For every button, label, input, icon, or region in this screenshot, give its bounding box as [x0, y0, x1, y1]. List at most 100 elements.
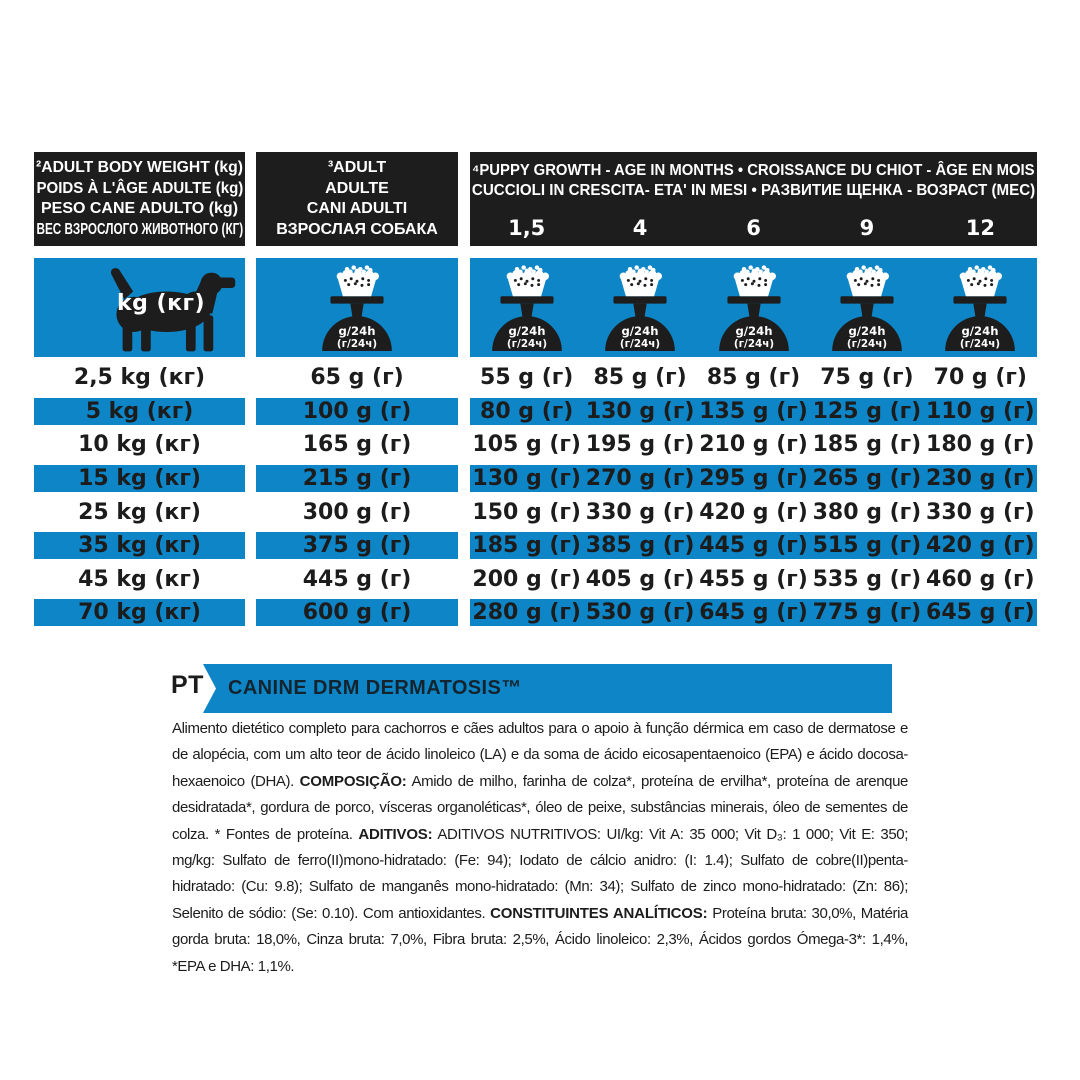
header-line: ⁴PUPPY GROWTH - AGE IN MONTHS • CROISSAN…	[472, 162, 1035, 179]
weight-cell: 35 kg (кг)	[34, 532, 245, 560]
adult-portion-cell: 165 g (г)	[256, 431, 458, 458]
adult-portion-value: 100 g (г)	[302, 398, 412, 424]
weight-cell: 70 kg (кг)	[34, 599, 245, 627]
adult-header: ³ADULT ADULTE CANI ADULTI ВЗРОСЛАЯ СОБАК…	[256, 152, 458, 246]
puppy-portion-value: 445 g (г)	[699, 533, 808, 559]
scale-label: g/24h	[622, 324, 659, 338]
puppy-portion-cells: 105 g (г) 195 g (г) 210 g (г) 185 g (г) 180 …	[470, 431, 1037, 458]
scale-label: g/24h	[848, 324, 885, 338]
puppy-portion-value: 420 g (г)	[926, 533, 1035, 559]
adult-portion-cell: 300 g (г)	[256, 499, 458, 526]
puppy-portion-cells: 55 g (г) 85 g (г) 85 g (г) 75 g (г) 70 g (г)	[470, 364, 1037, 391]
weight-cell: 2,5 kg (кг)	[34, 364, 245, 391]
adult-portion-value: 600 g (г)	[302, 600, 412, 626]
header-line: POIDS À L'ÂGE ADULTE (kg)	[36, 179, 243, 197]
puppy-portion-value: 180 g (г)	[926, 432, 1035, 458]
puppy-portion-value: 185 g (г)	[812, 432, 922, 458]
portion-scale-icon: g/24h (г/24ч)	[718, 265, 789, 351]
puppy-portion-value: 130 g (г)	[585, 398, 695, 424]
puppy-portion-cells: 150 g (г) 330 g (г) 420 g (г) 380 g (г) 330 …	[470, 499, 1037, 526]
puppy-portion-value: 195 g (г)	[585, 432, 695, 458]
adult-portion-value: 445 g (г)	[302, 566, 412, 592]
adult-portion-cell: 65 g (г)	[256, 364, 458, 391]
puppy-portion-value: 280 g (г)	[472, 600, 581, 626]
puppy-portion-cells: 130 g (г) 270 g (г) 295 g (г) 265 g (г) 230 …	[470, 465, 1037, 493]
scale-label: (г/24ч)	[337, 338, 377, 350]
weight-cell: 15 kg (кг)	[34, 465, 245, 493]
portion-scale-icon: g/24h (г/24ч)	[488, 263, 566, 351]
adult-portion-value: 65 g (г)	[310, 365, 404, 391]
product-banner: CANINE DRM DERMATOSIS™	[203, 664, 892, 713]
puppy-portion-value: 535 g (г)	[812, 566, 922, 592]
scale-label: g/24h	[508, 324, 545, 338]
age-column-label: 9	[859, 216, 875, 240]
portion-scale-icon: g/24h (г/24ч)	[828, 263, 906, 351]
adult-portion-cell: 100 g (г)	[256, 397, 458, 425]
puppy-portion-value: 530 g (г)	[585, 600, 695, 626]
puppy-portion-value: 295 g (г)	[699, 466, 808, 492]
table-row: 2,5 kg (кг) 65 g (г) 55 g (г) 85 g (г) 85 g …	[0, 361, 1080, 395]
puppy-portion-value: 645 g (г)	[926, 600, 1035, 626]
puppy-portion-value: 460 g (г)	[926, 566, 1035, 592]
puppy-portion-cells: 80 g (г) 130 g (г) 135 g (г) 125 g (г) 110 g…	[470, 397, 1037, 425]
puppy-portion-value: 420 g (г)	[699, 499, 808, 525]
table-row: 70 kg (кг) 600 g (г) 280 g (г) 530 g (г) 645…	[0, 596, 1080, 630]
weight-cell: 10 kg (кг)	[34, 431, 245, 458]
puppy-portion-value: 385 g (г)	[585, 533, 695, 559]
puppy-portion-value: 75 g (г)	[820, 365, 914, 391]
puppy-portion-cells: 185 g (г) 385 g (г) 445 g (г) 515 g (г) 420 …	[470, 532, 1037, 560]
weight-value: 15 kg (кг)	[78, 466, 201, 492]
puppy-portion-value: 775 g (г)	[812, 600, 922, 626]
description-segment: COMPOSIÇÃO:	[299, 772, 407, 790]
header-line: ²ADULT BODY WEIGHT (kg)	[36, 159, 243, 176]
portion-scale-icon: g/24h (г/24ч)	[322, 265, 392, 351]
age-column-label: 1,5	[508, 216, 546, 240]
table-row: 15 kg (кг) 215 g (г) 130 g (г) 270 g (г) 295…	[0, 462, 1080, 496]
weight-value: 5 kg (кг)	[85, 398, 194, 424]
description-segment: ADITIVOS:	[358, 825, 433, 843]
puppy-portion-value: 55 g (г)	[480, 365, 574, 391]
portion-scale-icon: g/24h (г/24ч)	[945, 265, 1016, 351]
puppy-portion-value: 265 g (г)	[812, 466, 922, 492]
age-column-label: 6	[746, 216, 761, 240]
adult-portion-value: 300 g (г)	[302, 499, 412, 525]
puppy-portion-value: 110 g (г)	[926, 398, 1035, 424]
puppy-portion-value: 150 g (г)	[472, 499, 581, 525]
adult-portion-value: 215 g (г)	[302, 466, 412, 492]
dog-icon: kg (кг)	[104, 266, 238, 354]
puppy-portion-value: 330 g (г)	[585, 499, 695, 525]
puppy-portion-value: 380 g (г)	[812, 499, 922, 525]
puppy-portion-value: 185 g (г)	[472, 533, 581, 559]
puppy-growth-header: ⁴PUPPY GROWTH - AGE IN MONTHS • CROISSAN…	[470, 152, 1037, 246]
adult-portion-cell: 445 g (г)	[256, 566, 458, 593]
weight-value: 45 kg (кг)	[78, 566, 201, 592]
portion-scale-icon: g/24h (г/24ч)	[941, 263, 1019, 351]
description-segment: ADITIVOS NUTRITIVOS: UI/kg: Vit A: 35 00…	[172, 825, 908, 922]
description-segment: Alimento dietético completo para cachorr…	[172, 720, 908, 790]
puppy-portion-value: 85 g (г)	[706, 365, 801, 391]
puppy-icon-band: g/24h (г/24ч) g/24h (г/24ч) g/24h (г/24ч…	[470, 258, 1037, 357]
scale-label: (г/24ч)	[847, 338, 887, 350]
header-line: PESO CANE ADULTO (kg)	[40, 200, 239, 217]
scale-label: g/24h	[339, 324, 376, 338]
dog-weight-label: kg (кг)	[117, 291, 206, 316]
portion-scale-icon: g/24h (г/24ч)	[605, 265, 675, 351]
weight-value: 70 kg (кг)	[78, 600, 201, 626]
portion-scale-icon: g/24h (г/24ч)	[715, 263, 793, 351]
puppy-portion-value: 230 g (г)	[926, 466, 1035, 492]
header-line: CANI ADULTI	[306, 200, 408, 217]
scale-label: (г/24ч)	[620, 338, 660, 350]
weight-value: 25 kg (кг)	[78, 499, 201, 525]
puppy-portion-value: 270 g (г)	[585, 466, 695, 492]
puppy-ages-row: 1,5 4 6 9 12	[470, 216, 1037, 240]
table-row: 25 kg (кг) 300 g (г) 150 g (г) 330 g (г) 420…	[0, 495, 1080, 529]
header-line: ВЗРОСЛАЯ СОБАКА	[276, 220, 438, 238]
description-segment: Amido de milho, farinha de colza*, prote…	[172, 772, 908, 843]
dog-silhouette-icon	[110, 268, 236, 352]
puppy-portion-cells: 280 g (г) 530 g (г) 645 g (г) 775 g (г) 645 …	[470, 599, 1037, 627]
weight-cell: 5 kg (кг)	[34, 397, 245, 425]
weight-cell: 45 kg (кг)	[34, 566, 245, 593]
portion-scale-icon: g/24h (г/24ч)	[832, 265, 902, 351]
weight-value: 35 kg (кг)	[78, 533, 201, 559]
